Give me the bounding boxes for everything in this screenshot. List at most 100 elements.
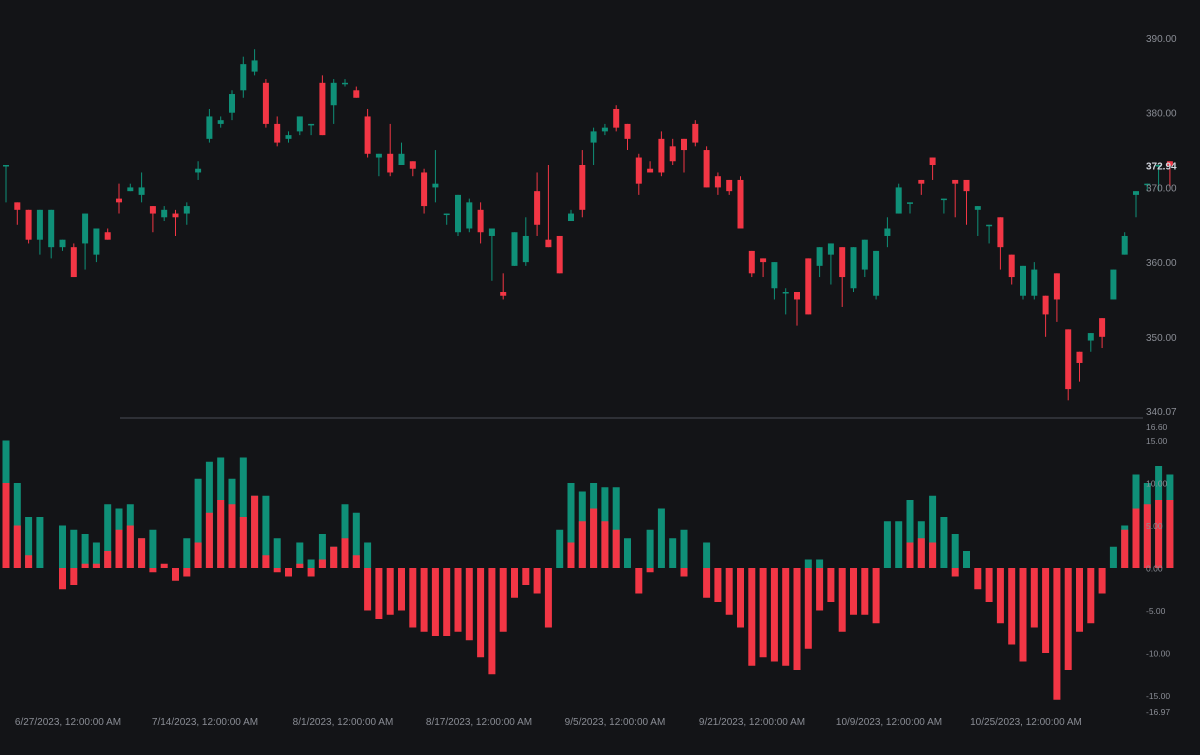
histogram-bar-down [748, 568, 756, 666]
histogram-bar-down [477, 568, 485, 658]
histogram-bar-down [262, 555, 270, 568]
candle-body [195, 168, 202, 173]
candle-body [443, 213, 450, 216]
candle-body [262, 82, 269, 124]
candle-body [997, 217, 1004, 248]
histogram-bar-down [499, 568, 507, 632]
candle-body [1020, 265, 1026, 296]
candle-body [500, 291, 507, 296]
candle-body [522, 235, 529, 263]
histogram-bar-up [341, 504, 349, 568]
candle-body [1087, 333, 1094, 341]
histogram-axis: 16.60 15.00 10.00 5.00 0.00 -5.00 -10.00 -15.00… [1146, 422, 1170, 717]
histogram-bar-down [511, 568, 518, 598]
candle-body [319, 82, 326, 136]
histogram-bar-up [669, 538, 677, 568]
candle-body [25, 209, 32, 240]
histogram-bar-down [1143, 504, 1151, 568]
candle-body [816, 247, 823, 266]
candle-body [952, 179, 959, 184]
histogram-bar-down [138, 538, 146, 568]
histogram-bar-down [1064, 568, 1072, 670]
time-tick-label: 10/25/2023, 12:00:00 AM [970, 717, 1082, 728]
time-tick-label: 10/9/2023, 12:00:00 AM [836, 717, 942, 728]
histogram-bar-down [1087, 568, 1095, 624]
candle-body [714, 176, 721, 188]
candle-body [308, 123, 315, 126]
histogram-bar-down [228, 504, 236, 568]
candle-body [895, 187, 902, 214]
histogram-bar-down [104, 551, 112, 568]
histogram-bar-down [194, 542, 202, 568]
histogram-bar-down [81, 563, 89, 568]
histogram-bar-up [70, 529, 78, 568]
histogram-bar-up [318, 534, 326, 568]
candle-body [873, 250, 880, 296]
histogram-bar-down [646, 568, 654, 573]
candle-body [342, 82, 348, 85]
histogram-bar-down [578, 521, 586, 568]
candle-body [183, 206, 190, 214]
histogram-bar-down [296, 563, 304, 568]
histogram-bar-down [838, 568, 846, 632]
candle-body [579, 164, 586, 210]
histogram-bar-down [160, 563, 168, 568]
candle-body [568, 213, 574, 222]
candle-body [794, 291, 800, 300]
candle-body [353, 90, 360, 98]
histogram-bar-down [341, 538, 349, 568]
histogram-bar-down [488, 568, 496, 675]
candle-body [274, 123, 281, 143]
histogram-bar-up [1109, 546, 1117, 568]
candle-body [511, 232, 518, 266]
histogram-bar-down [364, 568, 372, 611]
histogram-bar-down [612, 529, 620, 568]
time-tick-label: 8/1/2023, 12:00:00 AM [293, 717, 394, 728]
histogram-bar-up [680, 529, 688, 568]
histogram-tick-label: 5.00 [1146, 521, 1163, 531]
histogram-bar-down [205, 512, 213, 568]
histogram-bar-down [25, 555, 33, 568]
candle-body [251, 60, 258, 72]
candle-body [601, 127, 608, 132]
histogram-bar-down [183, 568, 191, 577]
histogram-bar-down [714, 568, 722, 602]
histogram-bar-down [1155, 500, 1163, 568]
histogram-bar-up [612, 487, 620, 568]
histogram-bar-down [330, 546, 338, 568]
candle-body [93, 228, 100, 255]
histogram-bar-up [104, 504, 112, 568]
candle-body [771, 262, 778, 289]
histogram-bar-up [951, 534, 959, 568]
candle-body [986, 224, 993, 227]
candle-body [940, 198, 947, 201]
histogram-bar-down [533, 568, 541, 594]
histogram-bar-down [804, 568, 812, 649]
candle-body [375, 153, 382, 158]
candle-body [432, 183, 439, 188]
histogram-bar-down [1053, 568, 1061, 700]
candle-body [974, 206, 981, 210]
candle-body [1166, 161, 1173, 166]
histogram-bar-down [465, 568, 473, 641]
price-tick-label: 350.00 [1146, 333, 1177, 344]
price-axis: 390.00 380.00 370.00 360.00 350.00 340.07 372.… [1146, 34, 1177, 418]
candle-body [703, 150, 710, 188]
candle-body [488, 228, 495, 236]
candle-body [116, 198, 122, 203]
histogram-tick-label: -15.00 [1146, 691, 1170, 701]
candle-body [48, 209, 55, 248]
candle-body [1144, 183, 1151, 186]
candle-body [1065, 329, 1072, 390]
histogram-bar-up [273, 538, 281, 568]
time-tick-label: 6/27/2023, 12:00:00 AM [15, 717, 121, 728]
candle-body [3, 164, 9, 167]
candle-body [760, 258, 767, 263]
candle-body [1076, 351, 1083, 363]
candle-body [387, 153, 394, 173]
candle-body [850, 247, 857, 289]
candle-body [161, 209, 168, 218]
histogram-bar-down [59, 568, 66, 590]
histogram-bar-down [398, 568, 405, 611]
